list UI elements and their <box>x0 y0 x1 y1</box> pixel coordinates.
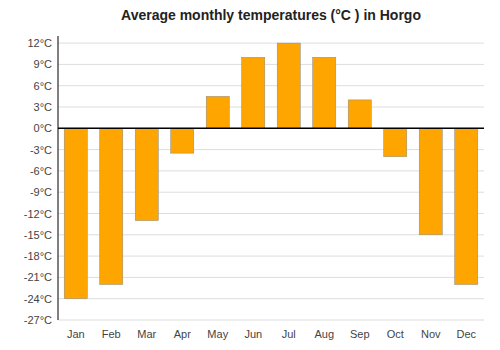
y-tick-label: -12°C <box>24 208 52 220</box>
x-tick-label: Aug <box>314 328 334 340</box>
grid-line <box>58 128 484 129</box>
y-tick-label: 0°C <box>34 122 53 134</box>
zero-line <box>58 128 484 130</box>
x-tick-label: Oct <box>387 328 404 340</box>
y-axis-line <box>58 36 59 320</box>
x-axis-ticks: Jan Feb Mar Apr May Jun Jul Aug Sep Oct Nov Dec <box>67 328 477 340</box>
y-tick-label: -3°C <box>30 144 52 156</box>
grid-line <box>58 43 484 44</box>
bar <box>100 128 123 284</box>
bar <box>171 128 194 153</box>
chart: Average monthly temperatures (°C ) in Ho… <box>0 0 500 350</box>
bar <box>277 43 300 128</box>
x-tick-label: Sep <box>350 328 370 340</box>
y-tick-label: -6°C <box>30 165 52 177</box>
y-tick-label: -27°C <box>24 314 52 326</box>
y-tick-label: 6°C <box>34 80 53 92</box>
title: Average monthly temperatures (°C ) in Ho… <box>121 7 421 23</box>
y-tick-label: -18°C <box>24 250 52 262</box>
y-tick-label: 3°C <box>34 101 53 113</box>
grid-line <box>58 64 484 65</box>
x-tick-label: Jul <box>282 328 296 340</box>
y-tick-label: 12°C <box>27 37 52 49</box>
bar <box>206 96 229 128</box>
x-tick-label: Jan <box>67 328 85 340</box>
grid-line <box>58 298 484 299</box>
x-tick-label: Apr <box>174 328 191 340</box>
grid-line <box>58 107 484 108</box>
y-tick-label: -21°C <box>24 271 52 283</box>
bar <box>384 128 407 156</box>
bar <box>242 57 265 128</box>
y-tick-label: 9°C <box>34 58 53 70</box>
bar <box>64 128 87 298</box>
bar <box>313 57 336 128</box>
grid-line <box>58 320 484 321</box>
bar <box>419 128 442 235</box>
bar <box>455 128 478 284</box>
x-tick-label: Jun <box>244 328 262 340</box>
bar <box>135 128 158 220</box>
x-tick-label: Nov <box>421 328 441 340</box>
y-tick-label: -24°C <box>24 293 52 305</box>
x-tick-label: Dec <box>456 328 476 340</box>
x-tick-label: May <box>207 328 228 340</box>
y-axis-ticks: -27°C -24°C -21°C -18°C -15°C -12°C -9°C -6°C -3… <box>24 37 52 326</box>
bar <box>348 100 371 128</box>
x-tick-label: Feb <box>102 328 121 340</box>
x-tick-label: Mar <box>137 328 156 340</box>
y-tick-label: -9°C <box>30 186 52 198</box>
y-tick-label: -15°C <box>24 229 52 241</box>
grid-line <box>58 85 484 86</box>
grid <box>58 43 484 320</box>
chart-container: Average monthly temperatures (°C ) in Ho… <box>0 0 500 350</box>
bars <box>64 43 478 299</box>
